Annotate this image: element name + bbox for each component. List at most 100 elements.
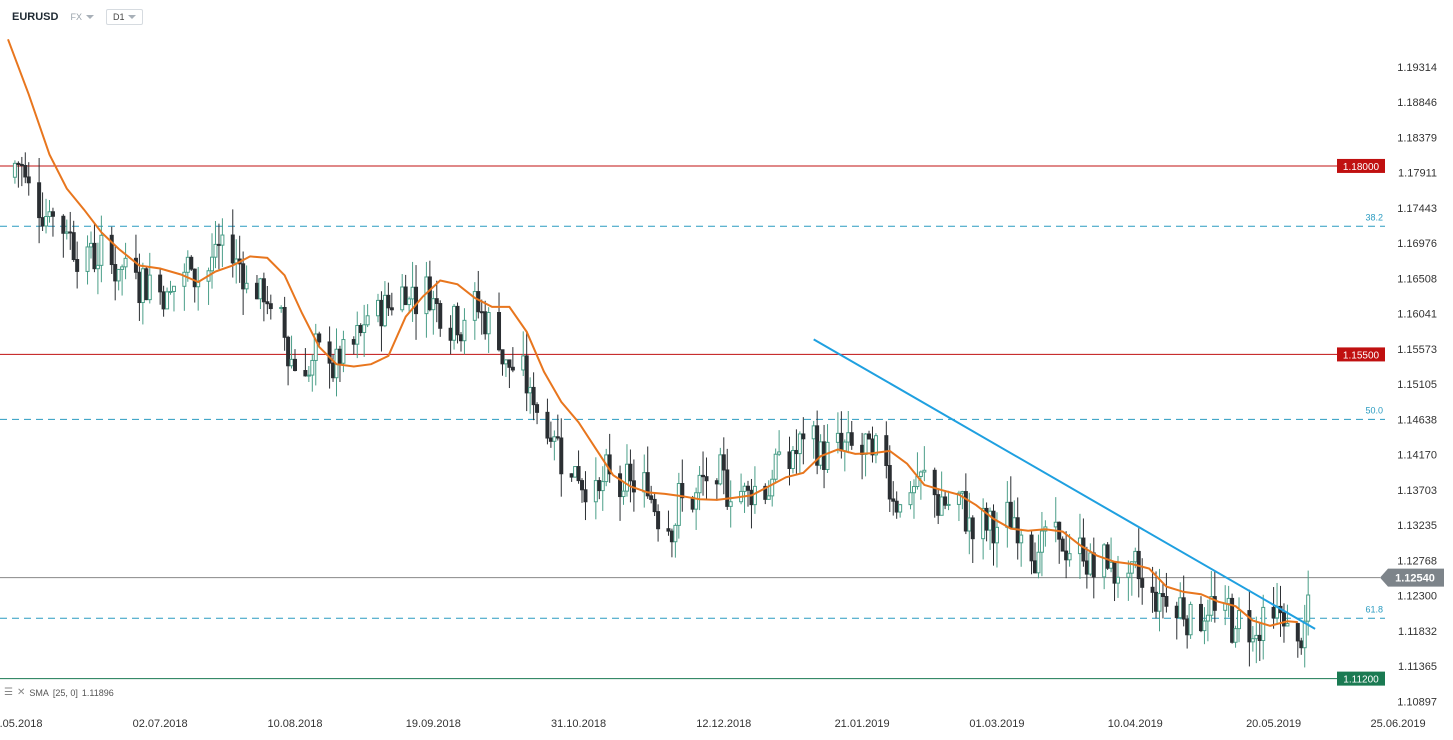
candle-body xyxy=(936,494,941,516)
candle-body xyxy=(1295,623,1300,642)
candle-body xyxy=(282,306,287,338)
candle-body xyxy=(559,437,564,475)
candle-body xyxy=(818,441,823,466)
candle-body xyxy=(254,282,259,300)
x-tick-label: 02.07.2018 xyxy=(133,718,188,730)
candle-body xyxy=(85,246,90,272)
candle-body xyxy=(1185,618,1190,636)
timeframe-select[interactable]: D1 xyxy=(105,9,144,25)
candle-body xyxy=(956,492,961,505)
candle-body xyxy=(99,234,104,266)
y-tick-label: 1.12768 xyxy=(1397,555,1437,567)
candle-body xyxy=(1233,628,1238,643)
symbol-label[interactable]: EURUSD xyxy=(12,11,59,23)
candle-body xyxy=(669,530,674,543)
y-tick-label: 1.16976 xyxy=(1397,238,1437,250)
candle-body xyxy=(1154,591,1159,612)
candle-body xyxy=(23,164,28,178)
level-badge xyxy=(1337,158,1385,173)
current-price-badge xyxy=(1380,568,1444,587)
candle-body xyxy=(1102,544,1107,578)
y-tick-label: 1.15573 xyxy=(1397,344,1437,356)
candle-body xyxy=(230,234,235,264)
candle-body xyxy=(528,386,533,394)
candle-body xyxy=(1064,550,1069,561)
candle-body xyxy=(92,242,97,270)
candle-body xyxy=(1081,537,1086,562)
candle-body xyxy=(458,334,463,342)
x-tick-label: 25.06.2019 xyxy=(1371,718,1426,730)
candle-body xyxy=(1140,578,1145,588)
candle-body xyxy=(113,264,118,282)
candle-body xyxy=(313,333,318,361)
candle-body xyxy=(88,242,93,248)
candle-body xyxy=(752,485,757,506)
candle-body xyxy=(144,268,149,301)
x-tick-label: 21.05.2018 xyxy=(0,718,42,730)
market-select[interactable]: FX xyxy=(66,10,98,24)
candle-body xyxy=(1250,638,1255,643)
candle-body xyxy=(656,511,661,530)
candle-body xyxy=(704,476,709,482)
candle-body xyxy=(337,348,342,364)
close-icon[interactable]: ✕ xyxy=(16,687,26,698)
candle-body xyxy=(216,243,221,246)
candle-body xyxy=(1178,597,1183,619)
candle-body xyxy=(379,299,384,327)
candle-body xyxy=(289,358,294,367)
candle-body xyxy=(382,294,387,327)
candle-body xyxy=(652,498,657,513)
candle-body xyxy=(386,294,391,309)
candle-body xyxy=(68,231,73,234)
candle-body xyxy=(697,474,702,494)
hamburger-icon[interactable]: ☰ xyxy=(4,687,13,698)
candle-body xyxy=(621,490,626,498)
candle-body xyxy=(1036,551,1041,574)
candle-body xyxy=(680,483,685,499)
candle-body xyxy=(1212,596,1217,611)
candle-body xyxy=(593,480,598,503)
candle-body xyxy=(61,215,66,234)
market-label: FX xyxy=(70,12,82,22)
chart-toolbar: EURUSD FX D1 xyxy=(0,0,1453,34)
candle-body xyxy=(434,298,439,305)
candle-body xyxy=(483,311,488,335)
y-tick-label: 1.12300 xyxy=(1397,591,1437,603)
candle-body xyxy=(168,290,173,293)
candle-body xyxy=(531,386,536,406)
candle-body xyxy=(618,473,623,498)
sma-label: SMA xyxy=(29,687,49,698)
candle-body xyxy=(362,324,367,334)
candle-body xyxy=(431,298,436,311)
candle-body xyxy=(50,211,55,217)
candle-body xyxy=(825,441,830,470)
downtrend-line xyxy=(813,338,1316,630)
candle-body xyxy=(690,497,695,510)
candle-body xyxy=(192,268,197,288)
candle-body xyxy=(745,485,750,491)
candle-body xyxy=(867,433,872,440)
candle-body xyxy=(932,469,937,496)
candle-body xyxy=(486,312,491,335)
candle-body xyxy=(642,472,647,493)
indicator-legend: ☰ ✕ SMA [25, 0] 1.11896 xyxy=(4,687,114,698)
candle-body xyxy=(694,492,699,510)
candle-body xyxy=(811,425,816,440)
x-tick-label: 10.04.2019 xyxy=(1108,718,1163,730)
y-tick-label: 1.14638 xyxy=(1397,414,1437,426)
candle-body xyxy=(718,454,723,485)
candle-body xyxy=(628,463,633,482)
candle-body xyxy=(576,466,581,482)
candle-body xyxy=(545,411,550,439)
candle-body xyxy=(1084,560,1089,575)
candle-body xyxy=(185,256,190,273)
candle-body xyxy=(137,271,142,304)
candle-body xyxy=(624,463,629,492)
candle-body xyxy=(1008,501,1013,529)
candle-body xyxy=(1060,538,1065,552)
candle-body xyxy=(438,303,443,329)
candle-body xyxy=(573,466,578,478)
candle-body xyxy=(787,451,792,470)
candle-body xyxy=(1109,561,1114,569)
